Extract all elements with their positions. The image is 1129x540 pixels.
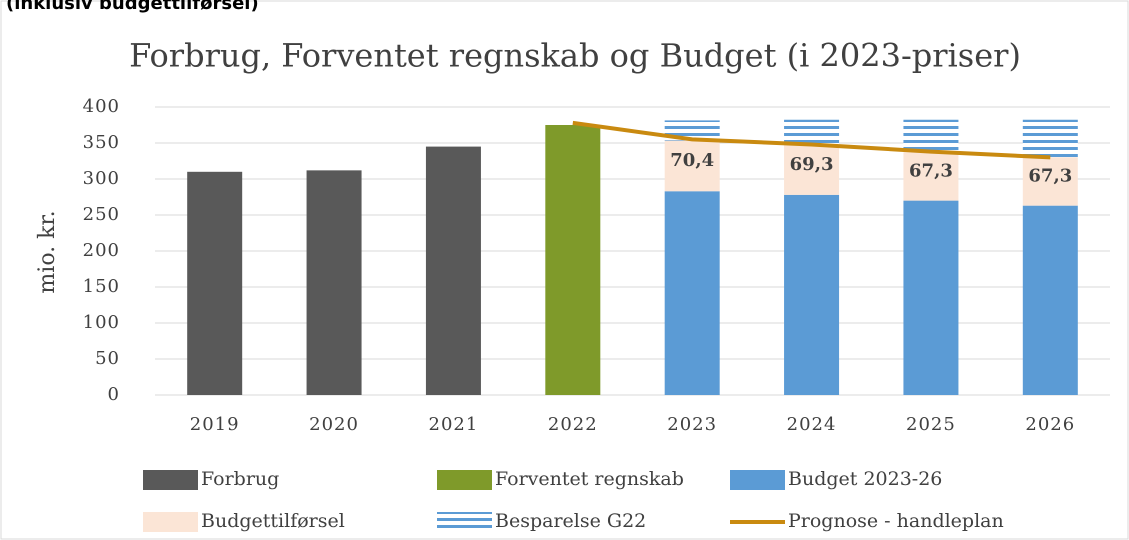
y-axis-label: mio. kr. — [35, 210, 60, 293]
line — [572, 120, 1051, 160]
y-tick-label: 400 — [83, 96, 120, 117]
bar-segment — [664, 140, 720, 192]
legend-label: Prognose - handleplan — [788, 510, 1004, 532]
legend-label: Budget 2023-26 — [788, 468, 942, 490]
y-tick-label: 300 — [83, 168, 120, 189]
chart-title: Forbrug, Forventet regnskab og Budget (i… — [129, 37, 1021, 75]
legend-marker — [143, 470, 198, 490]
bar-segment — [1022, 205, 1078, 395]
y-tick-label: 0 — [108, 384, 120, 405]
legend-marker — [730, 470, 785, 490]
data-label: 67,3 — [909, 161, 953, 182]
heading: (inklusiv budgettilførsel) — [6, 0, 259, 14]
bar-segment — [903, 119, 959, 153]
legend-label: Budgettilførsel — [201, 510, 345, 532]
legend-label: Besparelse G22 — [495, 510, 646, 532]
bar-segment — [903, 152, 959, 201]
bar-segment — [545, 125, 601, 395]
bar-segment — [784, 144, 840, 195]
legend-label: Forventet regnskab — [495, 468, 684, 490]
bar-segment — [903, 200, 959, 395]
x-tick-label: 2024 — [787, 414, 837, 435]
legend-marker — [437, 512, 492, 532]
x-tick-label: 2026 — [1025, 414, 1075, 435]
data-label: 67,3 — [1028, 166, 1072, 187]
bar-segment — [306, 170, 362, 395]
legend-marker — [143, 512, 198, 532]
legend-marker — [437, 470, 492, 490]
bar-segment — [784, 119, 840, 145]
y-tick-label: 50 — [95, 348, 120, 369]
bar-segment — [425, 146, 481, 395]
data-label: 69,3 — [790, 154, 834, 175]
y-tick-label: 150 — [83, 276, 120, 297]
x-tick-label: 2023 — [667, 414, 717, 435]
y-tick-label: 100 — [83, 312, 120, 333]
legend-label: Forbrug — [201, 468, 279, 490]
y-tick-label: 350 — [83, 132, 120, 153]
bar-segment — [784, 194, 840, 395]
data-label: 70,4 — [670, 150, 714, 171]
y-tick-label: 250 — [83, 204, 120, 225]
x-tick-label: 2019 — [190, 414, 240, 435]
x-tick-label: 2021 — [429, 414, 479, 435]
bar-segment — [664, 191, 720, 395]
bar-segment — [187, 171, 243, 395]
bar-segment — [1022, 157, 1078, 206]
x-tick-label: 2022 — [548, 414, 598, 435]
x-tick-label: 2020 — [309, 414, 359, 435]
bar-segment — [1022, 119, 1078, 158]
y-tick-label: 200 — [83, 240, 120, 261]
x-tick-label: 2025 — [906, 414, 956, 435]
